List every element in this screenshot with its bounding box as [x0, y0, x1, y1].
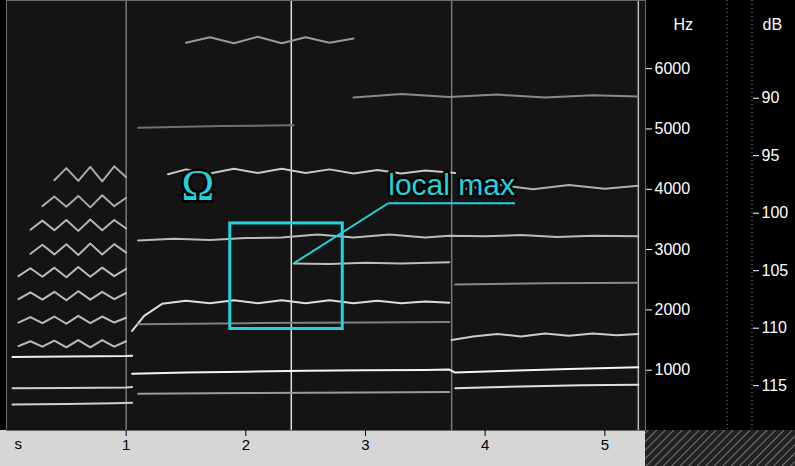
- svg-text:2: 2: [242, 436, 250, 453]
- svg-text:1000: 1000: [655, 361, 691, 378]
- svg-text:2000: 2000: [655, 301, 691, 318]
- svg-text:90: 90: [762, 89, 780, 106]
- svg-text:Ω: Ω: [182, 161, 215, 210]
- svg-text:s: s: [15, 435, 23, 452]
- svg-text:3000: 3000: [655, 241, 691, 258]
- svg-text:4000: 4000: [655, 180, 691, 197]
- svg-text:115: 115: [762, 377, 788, 394]
- svg-text:5: 5: [601, 436, 609, 453]
- svg-text:4: 4: [481, 436, 489, 453]
- svg-text:1: 1: [122, 436, 130, 453]
- svg-text:local max: local max: [388, 168, 515, 201]
- svg-text:Hz: Hz: [674, 16, 694, 33]
- svg-text:5000: 5000: [655, 120, 691, 137]
- svg-text:105: 105: [762, 262, 789, 279]
- svg-text:6000: 6000: [655, 60, 691, 77]
- svg-text:100: 100: [762, 204, 789, 221]
- svg-text:3: 3: [361, 436, 369, 453]
- svg-text:95: 95: [762, 147, 780, 164]
- svg-text:dB: dB: [763, 16, 783, 33]
- svg-text:110: 110: [762, 319, 788, 336]
